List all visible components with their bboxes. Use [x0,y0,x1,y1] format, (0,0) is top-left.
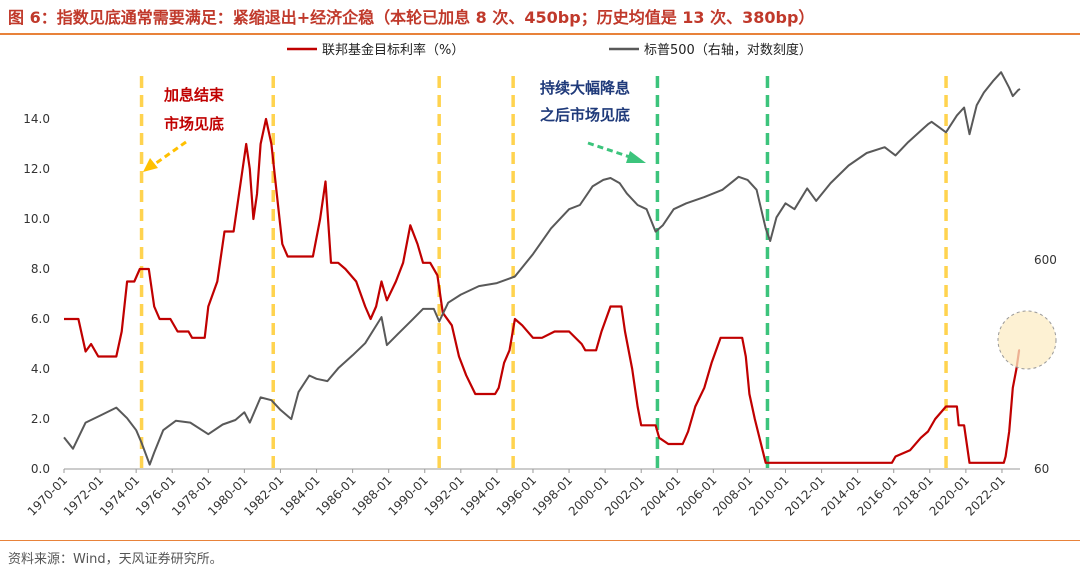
y-left-tick-label: 10.0 [23,212,50,226]
y-left-tick-label: 8.0 [31,262,50,276]
annotation-cut-then-bottom-line2: 之后市场见底 [540,106,630,124]
y-left-tick-label: 0.0 [31,462,50,476]
y-left-tick-label: 12.0 [23,162,50,176]
annotation-group: 加息结束 市场见底 持续大幅降息 之后市场见底 [143,79,1057,370]
annotation-arrowhead-green [626,151,646,163]
y-left-tick-label: 4.0 [31,362,50,376]
axes-group: 1970-011972-011974-011976-011978-011980-… [23,112,1057,519]
current-highlight-circle [997,310,1057,370]
chart-canvas: 1970-011972-011974-011976-011978-011980-… [23,42,1057,519]
annotation-cut-then-bottom-line1: 持续大幅降息 [540,79,630,97]
series-line-fed-funds [64,117,1021,464]
title-divider [0,33,1080,35]
y-right-tick-label: 60 [1034,462,1049,476]
footer-divider [0,540,1080,541]
legend: 联邦基金目标利率（%） 标普500（右轴，对数刻度） [287,42,812,58]
y-left-tick-label: 14.0 [23,112,50,126]
legend-label-spx: 标普500（右轴，对数刻度） [644,42,812,58]
y-left-tick-label: 6.0 [31,312,50,326]
series-line-sp500 [63,71,1021,466]
vertical-marker-group [139,76,948,469]
y-left-tick-label: 2.0 [31,412,50,426]
annotation-arrow-green [587,141,634,160]
chart-title: 图 6：指数见底通常需要满足：紧缩退出+经济企稳（本轮已加息 8 次、450bp… [8,8,815,27]
x-tick-label: 2022-01 [963,473,1008,518]
y-right-tick-label: 600 [1034,253,1057,267]
annotation-arrowhead-yellow [143,158,158,172]
legend-label-fed: 联邦基金目标利率（%） [322,42,464,58]
source-note: 资料来源：Wind，天风证券研究所。 [8,552,223,567]
annotation-arrow-yellow [151,140,187,168]
annotation-rate-hike-end-line1: 加息结束 [163,86,225,104]
annotation-rate-hike-end-line2: 市场见底 [164,115,224,133]
series-group [63,71,1021,466]
